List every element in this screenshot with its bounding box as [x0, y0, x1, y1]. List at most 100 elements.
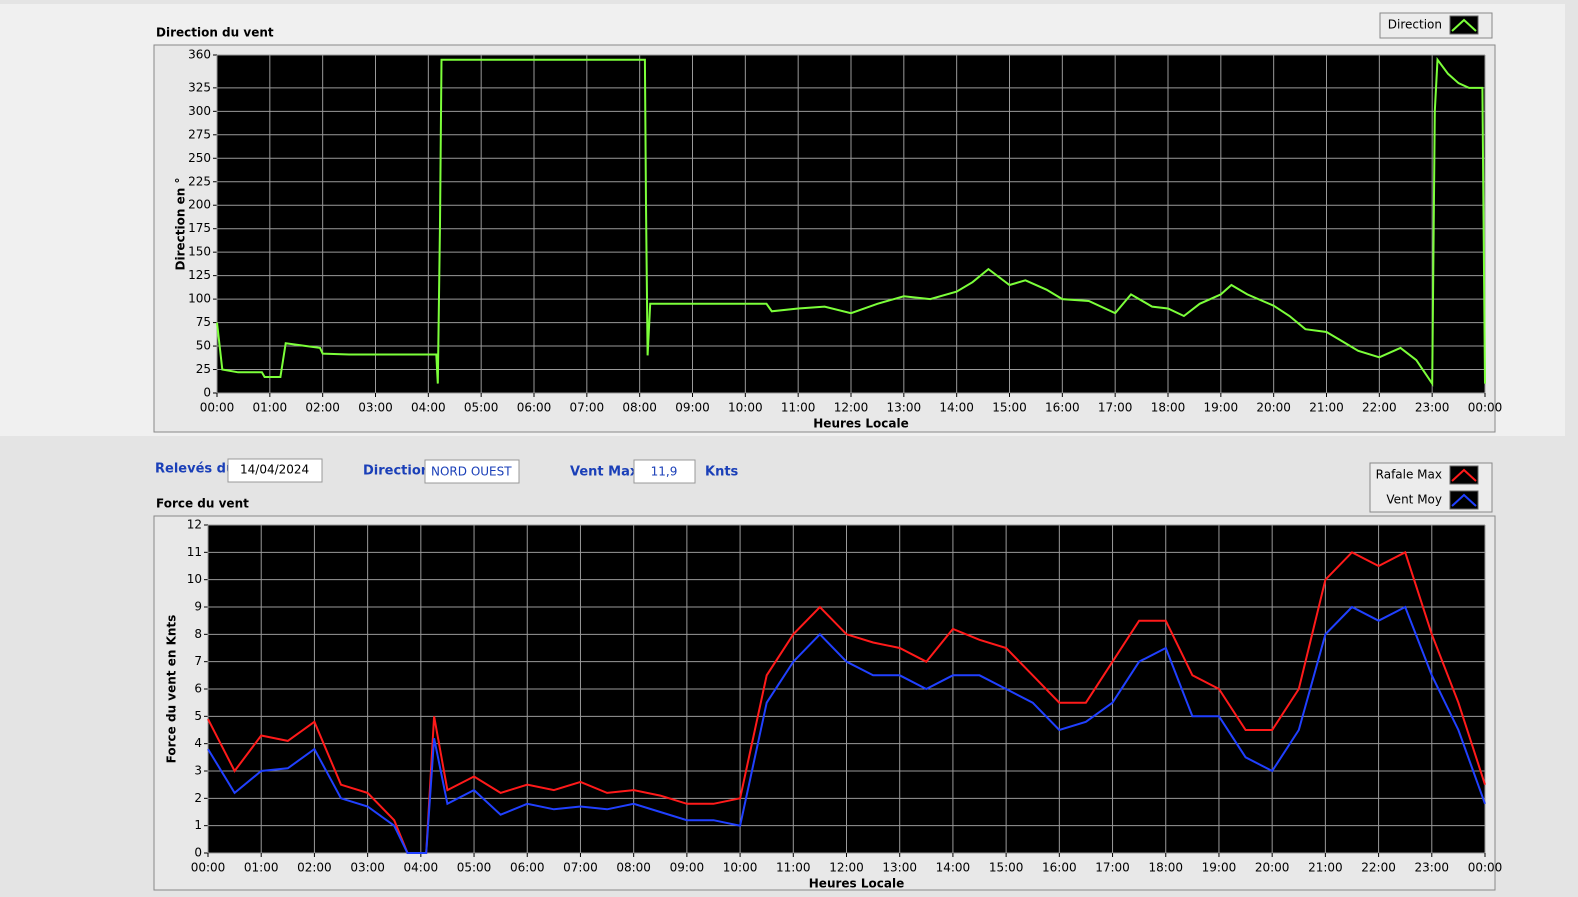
- legend-line: [1451, 18, 1477, 32]
- x-tick-label: 05:00: [464, 401, 499, 415]
- y-tick-label: 200: [188, 198, 211, 212]
- x-tick-label: 00:00: [1468, 401, 1503, 415]
- y-tick-label: 25: [196, 362, 211, 376]
- y-tick-label: 175: [188, 221, 211, 235]
- x-tick-label: 02:00: [305, 401, 340, 415]
- y-tick-label: 10: [187, 572, 202, 586]
- y-axis-label: Direction en °: [174, 178, 188, 271]
- y-tick-label: 225: [188, 174, 211, 188]
- x-tick-label: 00:00: [1468, 861, 1503, 875]
- x-tick-label: 11:00: [776, 861, 811, 875]
- x-tick-label: 00:00: [191, 861, 226, 875]
- y-tick-label: 3: [194, 764, 202, 778]
- chart-title: Direction du vent: [156, 26, 274, 40]
- x-tick-label: 12:00: [829, 861, 864, 875]
- x-tick-label: 14:00: [939, 401, 974, 415]
- x-tick-label: 07:00: [570, 401, 605, 415]
- legend-swatch: [1449, 15, 1479, 35]
- x-tick-label: 03:00: [350, 861, 385, 875]
- y-tick-label: 2: [194, 791, 202, 805]
- x-tick-label: 09:00: [670, 861, 705, 875]
- y-tick-label: 12: [187, 518, 202, 532]
- legend-swatch: [1449, 465, 1479, 485]
- x-tick-label: 03:00: [358, 401, 393, 415]
- x-tick-label: 01:00: [253, 401, 288, 415]
- x-tick-label: 21:00: [1308, 861, 1343, 875]
- y-tick-label: 100: [188, 292, 211, 306]
- direction-value: NORD OUEST: [431, 465, 512, 479]
- y-axis-label: Force du vent en Knts: [165, 615, 179, 764]
- chart-title: Force du vent: [156, 497, 249, 511]
- x-tick-label: 13:00: [887, 401, 922, 415]
- x-tick-label: 22:00: [1361, 861, 1396, 875]
- y-tick-label: 360: [188, 48, 211, 62]
- x-tick-label: 05:00: [457, 861, 492, 875]
- x-tick-label: 11:00: [781, 401, 816, 415]
- y-tick-label: 7: [194, 654, 202, 668]
- x-tick-label: 22:00: [1362, 401, 1397, 415]
- x-tick-label: 04:00: [404, 861, 439, 875]
- x-tick-label: 19:00: [1202, 861, 1237, 875]
- data-line: [207, 605, 1486, 854]
- legend-line: [1451, 493, 1477, 507]
- x-tick-label: 09:00: [675, 401, 710, 415]
- y-tick-label: 0: [194, 846, 202, 860]
- y-tick-label: 11: [187, 545, 202, 559]
- x-tick-label: 10:00: [723, 861, 758, 875]
- vent-max-field[interactable]: [633, 459, 696, 484]
- label: Direction: [363, 464, 430, 479]
- x-tick-label: 12:00: [834, 401, 869, 415]
- y-tick-label: 50: [196, 339, 211, 353]
- label: Relevés du: [155, 462, 235, 477]
- x-tick-label: 06:00: [510, 861, 545, 875]
- x-tick-label: 01:00: [244, 861, 279, 875]
- x-tick-label: 18:00: [1148, 861, 1183, 875]
- direction-field[interactable]: [424, 459, 520, 484]
- x-tick-label: 21:00: [1309, 401, 1344, 415]
- date-value: 14/04/2024: [240, 463, 309, 477]
- y-tick-label: 275: [188, 127, 211, 141]
- y-tick-label: 5: [194, 709, 202, 723]
- y-tick-label: 150: [188, 245, 211, 259]
- unit: Knts: [705, 465, 739, 480]
- x-tick-label: 15:00: [992, 401, 1027, 415]
- y-tick-label: 325: [188, 80, 211, 94]
- legend-label: Vent Moy: [1386, 493, 1442, 507]
- y-tick-label: 0: [203, 386, 211, 400]
- x-tick-label: 18:00: [1151, 401, 1186, 415]
- y-tick-label: 4: [194, 736, 202, 750]
- y-tick-label: 300: [188, 104, 211, 118]
- x-tick-label: 04:00: [411, 401, 446, 415]
- x-tick-label: 19:00: [1204, 401, 1239, 415]
- x-tick-label: 14:00: [936, 861, 971, 875]
- x-tick-label: 10:00: [728, 401, 763, 415]
- x-tick-label: 23:00: [1414, 861, 1449, 875]
- x-tick-label: 16:00: [1045, 401, 1080, 415]
- y-tick-label: 1: [194, 818, 202, 832]
- x-tick-label: 06:00: [517, 401, 552, 415]
- x-tick-label: 15:00: [989, 861, 1024, 875]
- x-tick-label: 17:00: [1095, 861, 1130, 875]
- x-axis-label: Heures Locale: [809, 877, 904, 891]
- label: Vent Max: [570, 465, 639, 480]
- date-field[interactable]: [227, 458, 323, 483]
- x-tick-label: 20:00: [1255, 861, 1290, 875]
- x-tick-label: 20:00: [1256, 401, 1291, 415]
- x-tick-label: 00:00: [200, 401, 235, 415]
- y-tick-label: 9: [194, 600, 202, 614]
- x-tick-label: 07:00: [563, 861, 598, 875]
- x-tick-label: 17:00: [1098, 401, 1133, 415]
- y-tick-label: 75: [196, 315, 211, 329]
- legend-line: [1451, 468, 1477, 482]
- y-tick-label: 6: [194, 682, 202, 696]
- x-tick-label: 16:00: [1042, 861, 1077, 875]
- y-tick-label: 8: [194, 627, 202, 641]
- x-tick-label: 08:00: [622, 401, 657, 415]
- legend-label: Direction: [1388, 18, 1442, 32]
- data-line: [216, 56, 1486, 387]
- x-tick-label: 13:00: [882, 861, 917, 875]
- x-axis-label: Heures Locale: [813, 417, 908, 431]
- x-tick-label: 23:00: [1415, 401, 1450, 415]
